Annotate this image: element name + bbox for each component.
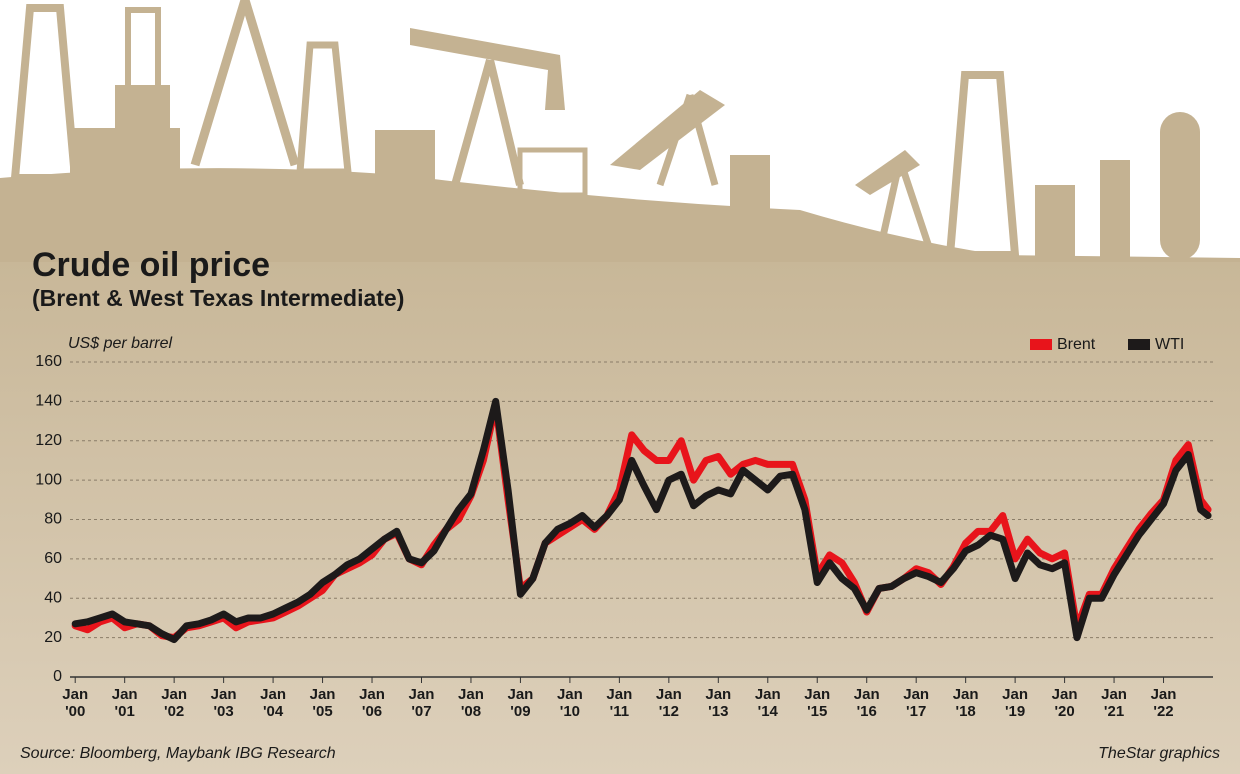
source: Source: Bloomberg, Maybank IBG Research bbox=[20, 745, 336, 762]
credit: TheStar graphics bbox=[1098, 745, 1220, 762]
legend-label: Brent bbox=[1057, 336, 1096, 353]
x-tick-label: Jan '16 bbox=[853, 686, 880, 720]
x-tick-label: Jan '07 bbox=[408, 686, 435, 720]
x-tick-label: Jan '08 bbox=[458, 686, 484, 720]
x-tick-label: Jan '18 bbox=[952, 686, 979, 720]
oil-field-silhouette bbox=[0, 0, 1240, 262]
x-tick-label: Jan '00 bbox=[62, 686, 89, 720]
x-tick-label: Jan '09 bbox=[507, 686, 534, 720]
x-tick-label: Jan '06 bbox=[359, 686, 385, 720]
x-tick-label: Jan '19 bbox=[1002, 686, 1029, 720]
x-tick-label: Jan '12 bbox=[655, 686, 682, 720]
x-tick-label: Jan '03 bbox=[210, 686, 237, 720]
x-tick-label: Jan '15 bbox=[804, 686, 831, 720]
x-tick-label: Jan '20 bbox=[1051, 686, 1078, 720]
y-tick-label: 120 bbox=[35, 432, 62, 449]
x-tick-label: Jan '05 bbox=[309, 686, 336, 720]
y-axis-label: US$ per barrel bbox=[68, 335, 172, 352]
chart-subtitle: (Brent & West Texas Intermediate) bbox=[32, 285, 404, 311]
y-tick-label: 100 bbox=[35, 471, 62, 488]
line-series bbox=[71, 397, 1212, 644]
y-tick-label: 160 bbox=[35, 353, 62, 370]
legend-swatch bbox=[1030, 339, 1052, 350]
y-tick-label: 60 bbox=[44, 550, 62, 567]
x-tick-label: Jan '17 bbox=[903, 686, 930, 720]
x-tick-label: Jan '02 bbox=[161, 686, 188, 720]
y-tick-label: 140 bbox=[35, 393, 62, 410]
x-tick-label: Jan '04 bbox=[260, 686, 286, 720]
legend-label: WTI bbox=[1155, 336, 1184, 353]
y-tick-label: 0 bbox=[53, 668, 62, 685]
x-tick-label: Jan '21 bbox=[1101, 686, 1127, 720]
x-tick-label: Jan '01 bbox=[111, 686, 138, 720]
x-tick-label: Jan '11 bbox=[606, 686, 633, 720]
x-tick-label: Jan '13 bbox=[705, 686, 732, 720]
y-tick-label: 20 bbox=[44, 629, 62, 646]
legend-swatch bbox=[1128, 339, 1150, 350]
x-tick-label: Jan '22 bbox=[1150, 686, 1177, 720]
chart-title: Crude oil price bbox=[32, 246, 270, 284]
line-series bbox=[71, 401, 1212, 642]
y-tick-label: 80 bbox=[44, 511, 62, 528]
y-tick-label: 40 bbox=[44, 589, 62, 606]
x-tick-label: Jan '14 bbox=[754, 686, 781, 720]
x-tick-label: Jan '10 bbox=[556, 686, 583, 720]
